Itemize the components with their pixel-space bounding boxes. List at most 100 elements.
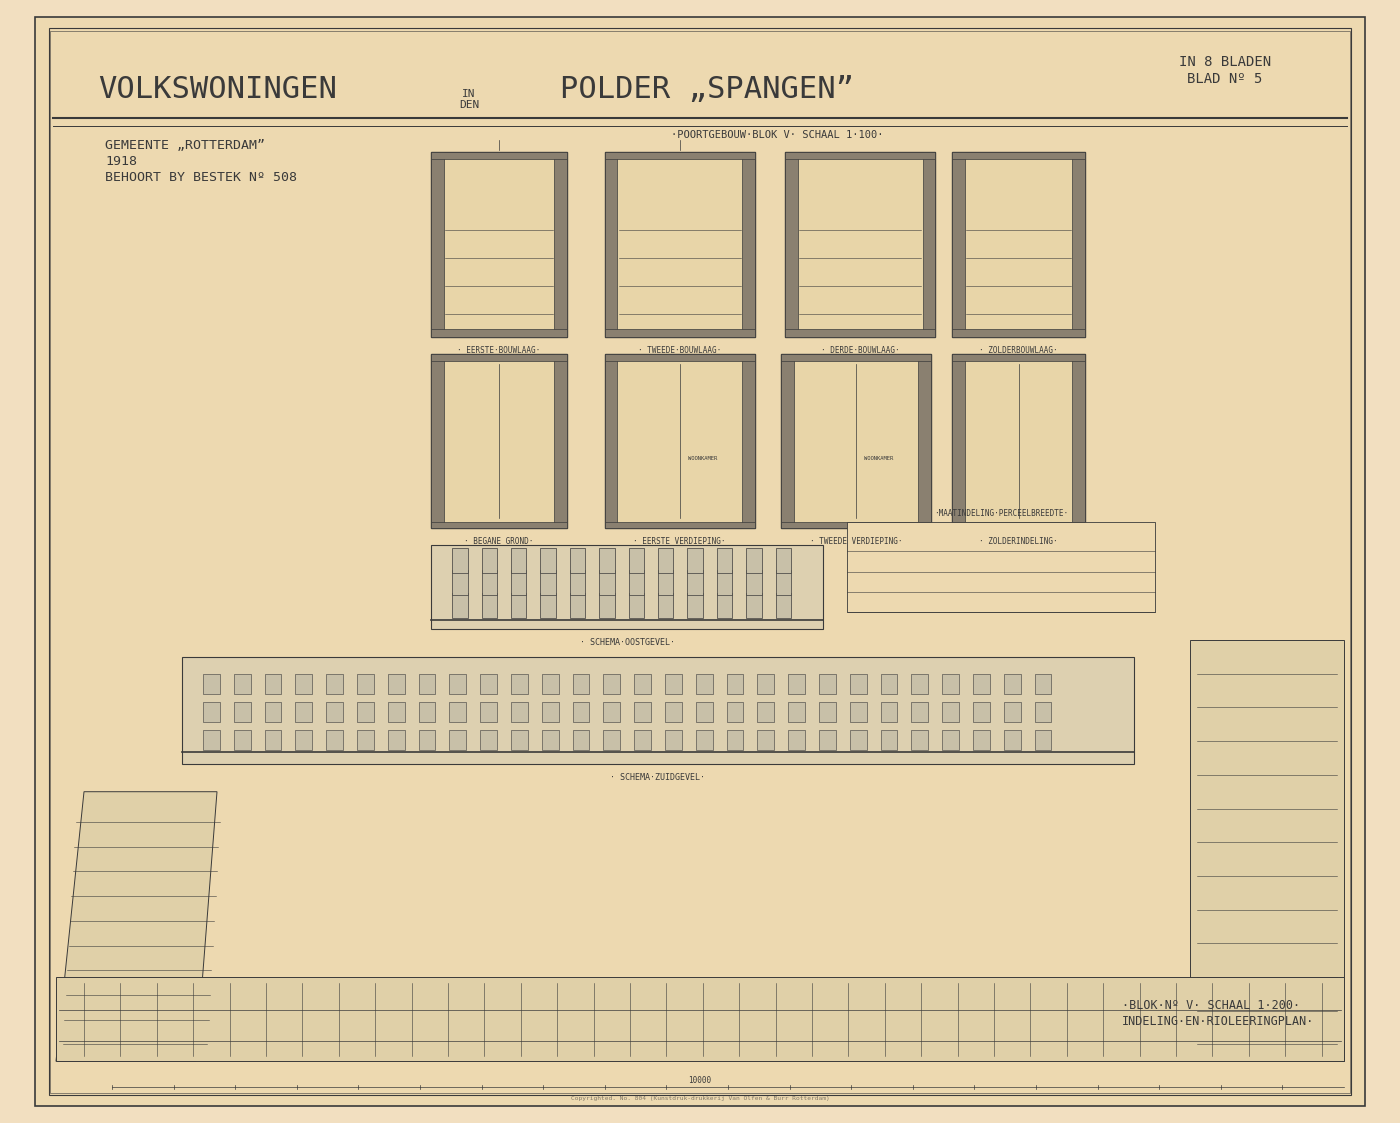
Polygon shape [56, 792, 217, 1061]
Bar [234, 730, 251, 750]
Bar [449, 674, 466, 694]
Bar [599, 548, 615, 573]
Bar [942, 702, 959, 722]
Bar [603, 674, 620, 694]
Bar [942, 674, 959, 694]
Text: · ZOLDERBOUWLAAG·: · ZOLDERBOUWLAAG· [979, 346, 1058, 355]
Bar [605, 354, 617, 528]
Text: IN: IN [462, 89, 476, 99]
Bar [452, 570, 468, 595]
Bar [819, 674, 836, 694]
Bar [911, 702, 928, 722]
Bar [785, 152, 935, 337]
Bar [603, 702, 620, 722]
Bar [605, 152, 617, 337]
Bar [452, 593, 468, 618]
Bar [540, 593, 556, 618]
Bar [203, 730, 220, 750]
Bar [634, 674, 651, 694]
Text: · EERSTE VERDIEPING·: · EERSTE VERDIEPING· [633, 537, 727, 546]
Bar [431, 545, 823, 629]
Bar [923, 152, 935, 337]
Bar [265, 674, 281, 694]
Bar [1004, 674, 1021, 694]
Text: 1918: 1918 [105, 155, 137, 168]
Bar [480, 730, 497, 750]
Bar [952, 522, 1085, 528]
Text: · EERSTE·BOUWLAAG·: · EERSTE·BOUWLAAG· [458, 346, 540, 355]
Bar [973, 674, 990, 694]
Bar [431, 329, 567, 337]
Bar [1035, 702, 1051, 722]
Bar [742, 354, 755, 528]
Bar [785, 152, 935, 159]
Bar [605, 152, 755, 337]
Bar [918, 354, 931, 528]
Polygon shape [1190, 640, 1344, 1061]
Bar [554, 152, 567, 337]
Bar [511, 702, 528, 722]
Bar [599, 570, 615, 595]
Bar [658, 593, 673, 618]
Text: BEHOORT BY BESTEK Nº 508: BEHOORT BY BESTEK Nº 508 [105, 171, 297, 184]
Bar [634, 702, 651, 722]
Bar [781, 354, 931, 360]
Bar [665, 674, 682, 694]
Bar [952, 152, 965, 337]
Bar [634, 730, 651, 750]
Bar [850, 702, 867, 722]
Bar [742, 152, 755, 337]
Text: GEMEENTE „ROTTERDAM”: GEMEENTE „ROTTERDAM” [105, 139, 265, 153]
Bar [788, 674, 805, 694]
Bar [717, 548, 732, 573]
Bar [265, 730, 281, 750]
Text: · SCHEMA·OOSTGEVEL·: · SCHEMA·OOSTGEVEL· [580, 638, 675, 647]
Bar [431, 354, 567, 360]
Bar [203, 702, 220, 722]
Bar [1004, 702, 1021, 722]
Text: ·MAATINDELING·PERCEELBREEDTE·: ·MAATINDELING·PERCEELBREEDTE· [934, 509, 1068, 518]
Text: ·BLOK·Nº V· SCHAAL 1·200·: ·BLOK·Nº V· SCHAAL 1·200· [1121, 998, 1301, 1012]
Bar [511, 730, 528, 750]
Bar [1072, 152, 1085, 337]
Bar [605, 354, 755, 528]
Bar [449, 702, 466, 722]
Bar [757, 702, 774, 722]
Bar [603, 730, 620, 750]
Bar [819, 730, 836, 750]
Bar [785, 329, 935, 337]
Bar [1004, 730, 1021, 750]
Bar [452, 548, 468, 573]
Bar [570, 570, 585, 595]
Bar [881, 702, 897, 722]
Bar [952, 354, 1085, 528]
Bar [431, 522, 567, 528]
Bar [696, 674, 713, 694]
Bar [295, 730, 312, 750]
Text: · ZOLDERINDELING·: · ZOLDERINDELING· [979, 537, 1058, 546]
Bar [511, 548, 526, 573]
Bar [599, 593, 615, 618]
Bar [629, 570, 644, 595]
Bar [746, 570, 762, 595]
Bar [847, 522, 1155, 612]
Bar [480, 702, 497, 722]
Bar [746, 593, 762, 618]
Bar [431, 152, 567, 159]
Text: · TWEEDE·BOUWLAAG·: · TWEEDE·BOUWLAAG· [638, 346, 721, 355]
Bar [850, 730, 867, 750]
Bar [1035, 730, 1051, 750]
Bar [419, 674, 435, 694]
Bar [658, 570, 673, 595]
Bar [573, 730, 589, 750]
Bar [605, 329, 755, 337]
Bar [295, 674, 312, 694]
Bar [629, 593, 644, 618]
Bar [1035, 674, 1051, 694]
Text: VOLKSWONINGEN: VOLKSWONINGEN [98, 75, 337, 104]
Bar [757, 730, 774, 750]
Text: · DERDE·BOUWLAAG·: · DERDE·BOUWLAAG· [820, 346, 900, 355]
Bar [357, 702, 374, 722]
Bar [511, 593, 526, 618]
Text: · SCHEMA·ZUIDGEVEL·: · SCHEMA·ZUIDGEVEL· [610, 773, 706, 782]
